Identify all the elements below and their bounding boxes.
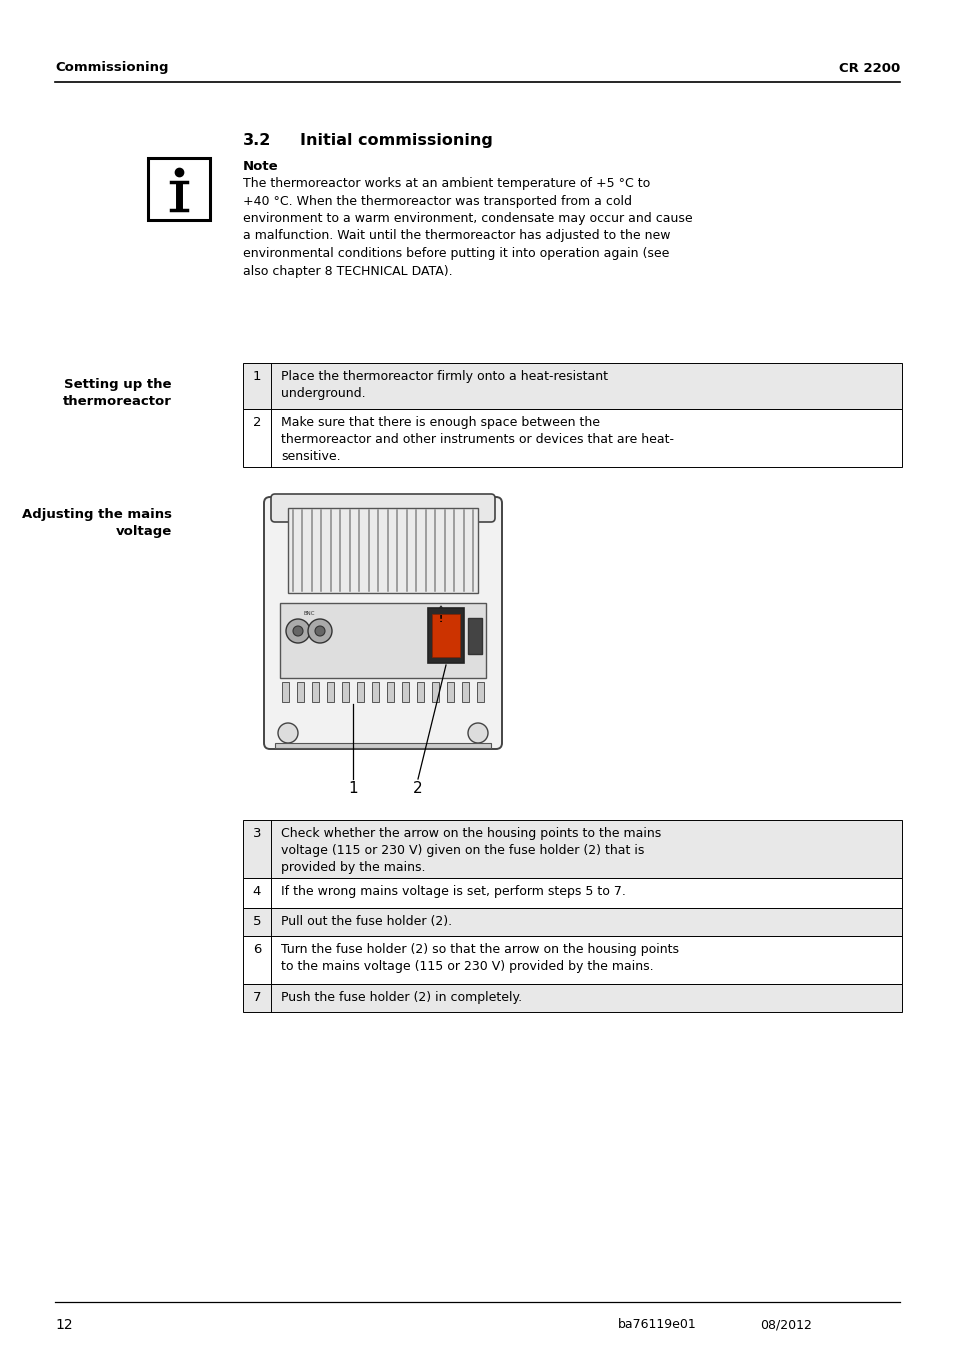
Text: 3: 3 [253, 827, 261, 840]
Text: environmental conditions before putting it into operation again (see: environmental conditions before putting … [243, 247, 669, 259]
Bar [296, 682, 304, 703]
Text: CR 2200: CR 2200 [838, 62, 899, 74]
FancyBboxPatch shape [271, 494, 495, 521]
Bar [243, 878, 901, 908]
Circle shape [308, 619, 332, 643]
Text: underground.: underground. [281, 386, 365, 400]
Circle shape [468, 723, 488, 743]
Text: thermoreactor: thermoreactor [63, 394, 172, 408]
Text: 1: 1 [348, 781, 357, 796]
Text: 3.2: 3.2 [243, 132, 271, 149]
Text: BNC: BNC [303, 611, 314, 616]
Text: Check whether the arrow on the housing points to the mains: Check whether the arrow on the housing p… [281, 827, 660, 840]
Bar [416, 682, 424, 703]
Bar [431, 682, 438, 703]
Bar [341, 682, 349, 703]
Bar [372, 682, 379, 703]
Circle shape [286, 619, 310, 643]
Text: Place the thermoreactor firmly onto a heat-resistant: Place the thermoreactor firmly onto a he… [281, 370, 607, 382]
Text: 2: 2 [253, 416, 261, 430]
Bar [461, 682, 469, 703]
Text: environment to a warm environment, condensate may occur and cause: environment to a warm environment, conde… [243, 212, 692, 226]
Text: Make sure that there is enough space between the: Make sure that there is enough space bet… [281, 416, 599, 430]
Bar [356, 682, 364, 703]
Text: 12: 12 [55, 1319, 72, 1332]
Bar [243, 984, 901, 1012]
Bar [274, 743, 491, 748]
Bar [243, 908, 901, 936]
Bar [432, 613, 459, 657]
Text: Push the fuse holder (2) in completely.: Push the fuse holder (2) in completely. [281, 992, 521, 1004]
Text: ba76119e01: ba76119e01 [618, 1319, 696, 1331]
Bar [468, 617, 481, 654]
Bar [243, 363, 901, 409]
Circle shape [314, 626, 325, 636]
Text: 7: 7 [253, 992, 261, 1004]
Text: If the wrong mains voltage is set, perform steps 5 to 7.: If the wrong mains voltage is set, perfo… [281, 885, 625, 898]
Text: voltage: voltage [115, 526, 172, 538]
Bar [148, 158, 210, 220]
Bar [243, 409, 901, 467]
Polygon shape [429, 607, 453, 628]
Text: voltage (115 or 230 V) given on the fuse holder (2) that is: voltage (115 or 230 V) given on the fuse… [281, 844, 643, 857]
Bar [401, 682, 409, 703]
Text: 5: 5 [253, 915, 261, 928]
Text: to the mains voltage (115 or 230 V) provided by the mains.: to the mains voltage (115 or 230 V) prov… [281, 961, 653, 973]
Text: 08/2012: 08/2012 [760, 1319, 811, 1331]
Text: Turn the fuse holder (2) so that the arrow on the housing points: Turn the fuse holder (2) so that the arr… [281, 943, 679, 957]
FancyBboxPatch shape [264, 497, 501, 748]
Bar [312, 682, 319, 703]
Text: provided by the mains.: provided by the mains. [281, 861, 425, 874]
Text: Setting up the: Setting up the [65, 378, 172, 390]
Text: also chapter 8 TECHNICAL DATA).: also chapter 8 TECHNICAL DATA). [243, 265, 452, 277]
Circle shape [277, 723, 297, 743]
Text: +40 °C. When the thermoreactor was transported from a cold: +40 °C. When the thermoreactor was trans… [243, 195, 631, 208]
Bar [476, 682, 483, 703]
Bar [327, 682, 334, 703]
Text: 4: 4 [253, 885, 261, 898]
Circle shape [293, 626, 303, 636]
Text: thermoreactor and other instruments or devices that are heat-: thermoreactor and other instruments or d… [281, 434, 673, 446]
Bar [282, 682, 289, 703]
Text: Commissioning: Commissioning [55, 62, 169, 74]
Text: sensitive.: sensitive. [281, 450, 340, 463]
Text: Note: Note [243, 159, 278, 173]
Text: Adjusting the mains: Adjusting the mains [22, 508, 172, 521]
Bar [446, 682, 454, 703]
Bar [280, 603, 485, 678]
Bar [243, 820, 901, 878]
Bar [428, 608, 463, 663]
Text: The thermoreactor works at an ambient temperature of +5 °C to: The thermoreactor works at an ambient te… [243, 177, 650, 190]
Text: 1: 1 [253, 370, 261, 382]
Text: Initial commissioning: Initial commissioning [299, 132, 493, 149]
Bar [243, 936, 901, 984]
Bar [288, 508, 477, 593]
Text: 6: 6 [253, 943, 261, 957]
Text: !: ! [438, 615, 442, 624]
Text: 2: 2 [413, 781, 422, 796]
Text: Pull out the fuse holder (2).: Pull out the fuse holder (2). [281, 915, 452, 928]
Bar [386, 682, 394, 703]
Text: a malfunction. Wait until the thermoreactor has adjusted to the new: a malfunction. Wait until the thermoreac… [243, 230, 670, 242]
